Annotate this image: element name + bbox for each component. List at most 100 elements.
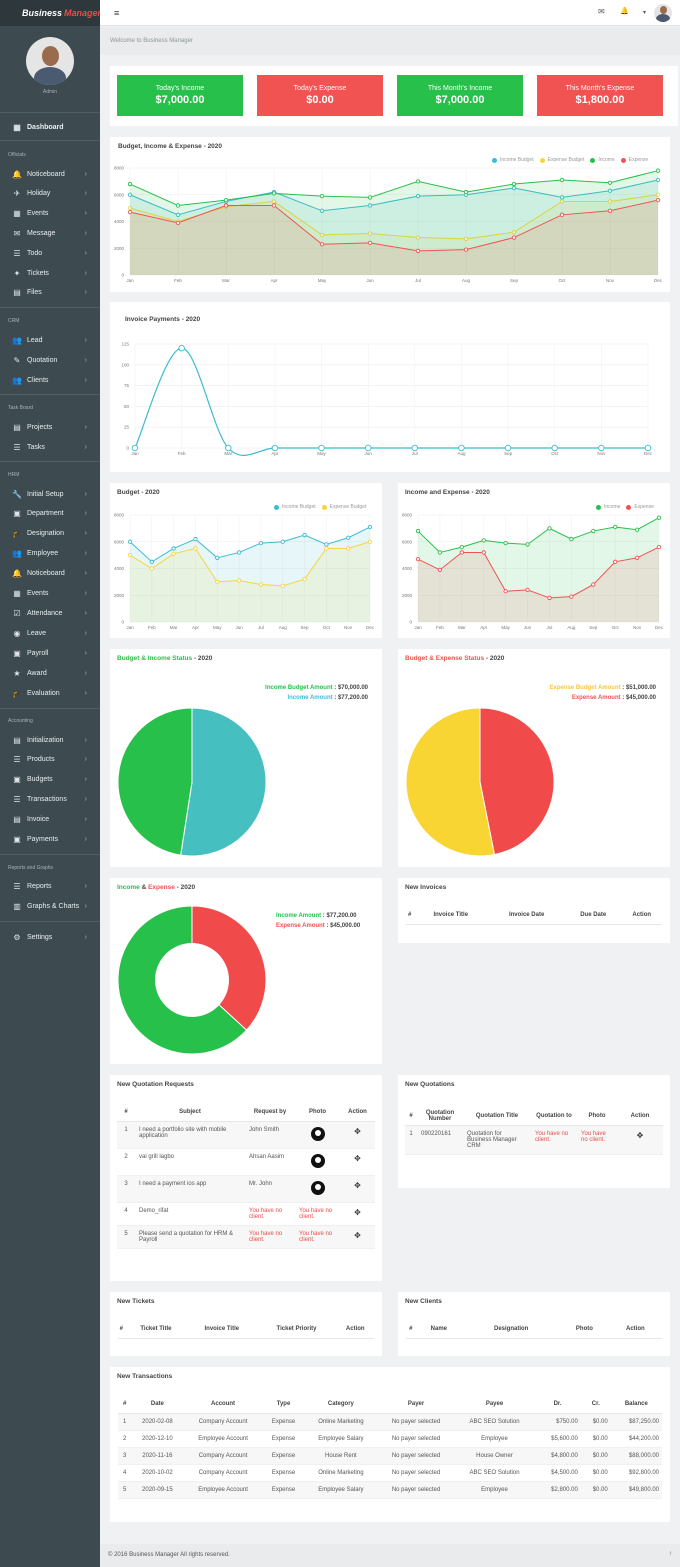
column-header[interactable]: Invoice Title bbox=[413, 906, 489, 925]
sidebar-item-projects[interactable]: ▤ Projects › bbox=[0, 418, 100, 436]
move-icon[interactable]: ✥ bbox=[354, 1207, 361, 1217]
column-header[interactable]: Photo bbox=[560, 1320, 609, 1339]
stat-card-today-s-expense[interactable]: Today's Expense $0.00 bbox=[257, 75, 383, 116]
legend-label[interactable]: Expense bbox=[634, 504, 654, 510]
sidebar-item-department[interactable]: ▣ Department › bbox=[0, 505, 100, 523]
legend-label[interactable]: Expense Budget bbox=[547, 157, 585, 163]
column-header[interactable]: Type bbox=[262, 1395, 305, 1414]
sidebar-item-evaluation[interactable]: 🎓 Evaluation › bbox=[0, 684, 100, 702]
user-menu-caret-icon[interactable]: ▾ bbox=[643, 10, 647, 16]
move-icon[interactable]: ✥ bbox=[354, 1153, 361, 1163]
sidebar-item-initial-setup[interactable]: 🔧 Initial Setup › bbox=[0, 485, 100, 503]
column-header[interactable]: Ticket Priority bbox=[256, 1320, 337, 1339]
sidebar-item-lead[interactable]: 👥 Lead › bbox=[0, 331, 100, 349]
sidebar-item-designation[interactable]: 🎓 Designation › bbox=[0, 525, 100, 543]
column-header[interactable]: Action bbox=[336, 1320, 374, 1339]
column-header[interactable]: Action bbox=[608, 1320, 662, 1339]
sidebar-item-clients[interactable]: 👥 Clients › bbox=[0, 371, 100, 389]
stat-card-this-month-s-expense[interactable]: This Month's Expense $1,800.00 bbox=[537, 75, 663, 116]
table-row[interactable]: 3 2020-11-16 Company Account Expense House R… bbox=[118, 1447, 662, 1465]
column-header[interactable]: Subject bbox=[135, 1103, 245, 1122]
sidebar-item-holiday[interactable]: ✈ Holiday › bbox=[0, 185, 100, 203]
scroll-top-icon[interactable]: ↑ bbox=[669, 1551, 672, 1557]
column-header[interactable]: # bbox=[406, 1320, 416, 1339]
sidebar-item-tasks[interactable]: ☰ Tasks › bbox=[0, 438, 100, 456]
sidebar-item-initialization[interactable]: ▤ Initialization › bbox=[0, 731, 100, 749]
sidebar-item-invoice[interactable]: ▤ Invoice › bbox=[0, 811, 100, 829]
column-header[interactable]: Due Date bbox=[565, 906, 622, 925]
sidebar-item-quotation[interactable]: ✎ Quotation › bbox=[0, 351, 100, 369]
column-header[interactable]: Action bbox=[340, 1103, 375, 1122]
column-header[interactable]: # bbox=[118, 1395, 132, 1414]
column-header[interactable]: Category bbox=[304, 1395, 378, 1414]
move-icon[interactable]: ✥ bbox=[636, 1130, 644, 1140]
sidebar-item-transactions[interactable]: ☰ Transactions › bbox=[0, 791, 100, 809]
sidebar-item-graphs-charts[interactable]: ▥ Graphs & Charts › bbox=[0, 897, 100, 915]
column-header[interactable]: # bbox=[117, 1103, 135, 1122]
user-avatar[interactable] bbox=[654, 4, 672, 22]
sidebar-item-todo[interactable]: ☰ Todo › bbox=[0, 244, 100, 262]
move-icon[interactable]: ✥ bbox=[354, 1230, 361, 1240]
column-header[interactable]: Cr. bbox=[580, 1395, 611, 1414]
column-header[interactable]: Photo bbox=[295, 1103, 340, 1122]
move-icon[interactable]: ✥ bbox=[354, 1180, 361, 1190]
column-header[interactable]: Quotation Title bbox=[463, 1107, 531, 1126]
sidebar-item-noticeboard[interactable]: 🔔 Noticeboard › bbox=[0, 165, 100, 183]
column-header[interactable]: Payer bbox=[377, 1395, 455, 1414]
column-header[interactable]: Designation bbox=[462, 1320, 561, 1339]
column-header[interactable]: Invoice Date bbox=[488, 906, 565, 925]
column-header[interactable]: Quotation Number bbox=[417, 1107, 463, 1126]
sidebar-item-message[interactable]: ✉ Message › bbox=[0, 224, 100, 242]
column-header[interactable]: # bbox=[118, 1320, 125, 1339]
table-row[interactable]: 2 vai grill lagbo Ahsan Aasim ✥ bbox=[117, 1148, 375, 1176]
sidebar-item-payroll[interactable]: ▣ Payroll › bbox=[0, 644, 100, 662]
sidebar-item-tickets[interactable]: ✦ Tickets › bbox=[0, 264, 100, 282]
sidebar-item-settings[interactable]: ⚙ Settings › bbox=[0, 928, 100, 946]
column-header[interactable]: Request by bbox=[245, 1103, 295, 1122]
table-row[interactable]: 5 Please send a quotation for HRM & Payro… bbox=[117, 1225, 375, 1249]
mail-icon[interactable]: ✉ bbox=[598, 7, 605, 16]
sidebar-item-noticeboard[interactable]: 🔔 Noticeboard › bbox=[0, 565, 100, 583]
legend-label[interactable]: Income Budget bbox=[500, 157, 534, 163]
table-row[interactable]: 5 2020-09-15 Employee Account Expense Employ… bbox=[118, 1481, 662, 1499]
sidebar-item-files[interactable]: ▤ Files › bbox=[0, 284, 100, 302]
sidebar-item-budgets[interactable]: ▣ Budgets › bbox=[0, 771, 100, 789]
column-header[interactable]: # bbox=[406, 906, 414, 925]
column-header[interactable]: Balance bbox=[610, 1395, 662, 1414]
sidebar-item-award[interactable]: ★ Award › bbox=[0, 664, 100, 682]
app-logo[interactable]: Business Manager bbox=[0, 0, 101, 26]
sidebar-item-dashboard[interactable]: ▦ Dashboard bbox=[0, 118, 100, 136]
column-header[interactable]: Action bbox=[621, 906, 662, 925]
sidebar-item-attendance[interactable]: ☑ Attendance › bbox=[0, 604, 100, 622]
column-header[interactable]: Date bbox=[131, 1395, 184, 1414]
legend-label[interactable]: Expense Budget bbox=[329, 504, 367, 510]
legend-label[interactable]: Income Budget bbox=[282, 504, 316, 510]
column-header[interactable]: Invoice Title bbox=[187, 1320, 257, 1339]
column-header[interactable]: Dr. bbox=[534, 1395, 581, 1414]
legend-label[interactable]: Expense bbox=[628, 157, 649, 163]
bell-icon[interactable]: 🔔 bbox=[620, 8, 629, 15]
column-header[interactable]: Ticket Title bbox=[124, 1320, 188, 1339]
user-photo-icon[interactable] bbox=[310, 1153, 325, 1168]
user-photo-icon[interactable] bbox=[310, 1180, 325, 1195]
menu-icon[interactable]: ≡ bbox=[114, 8, 120, 18]
table-row[interactable]: 1 090220161 Quotation for Business Manager… bbox=[405, 1125, 663, 1155]
sidebar-item-payments[interactable]: ▣ Payments › bbox=[0, 831, 100, 849]
column-header[interactable]: Quotation to bbox=[531, 1107, 577, 1126]
sidebar-item-products[interactable]: ☰ Products › bbox=[0, 751, 100, 769]
table-row[interactable]: 4 2020-10-02 Company Account Expense Online … bbox=[118, 1464, 662, 1482]
sidebar-item-events[interactable]: ▦ Events › bbox=[0, 585, 100, 603]
avatar[interactable] bbox=[26, 37, 74, 85]
stat-card-today-s-income[interactable]: Today's Income $7,000.00 bbox=[117, 75, 243, 116]
table-row[interactable]: 2 2020-12-10 Employee Account Expense Employ… bbox=[118, 1430, 662, 1448]
sidebar-item-leave[interactable]: ◉ Leave › bbox=[0, 624, 100, 642]
legend-label[interactable]: Income bbox=[604, 504, 621, 510]
column-header[interactable]: Account bbox=[183, 1395, 263, 1414]
table-row[interactable]: 4 Demo_rifat You have no client. You have n… bbox=[117, 1202, 375, 1226]
stat-card-this-month-s-income[interactable]: This Month's Income $7,000.00 bbox=[397, 75, 523, 116]
sidebar-item-employee[interactable]: 👥 Employee › bbox=[0, 545, 100, 563]
column-header[interactable]: # bbox=[405, 1107, 417, 1126]
user-photo-icon[interactable] bbox=[310, 1126, 325, 1141]
